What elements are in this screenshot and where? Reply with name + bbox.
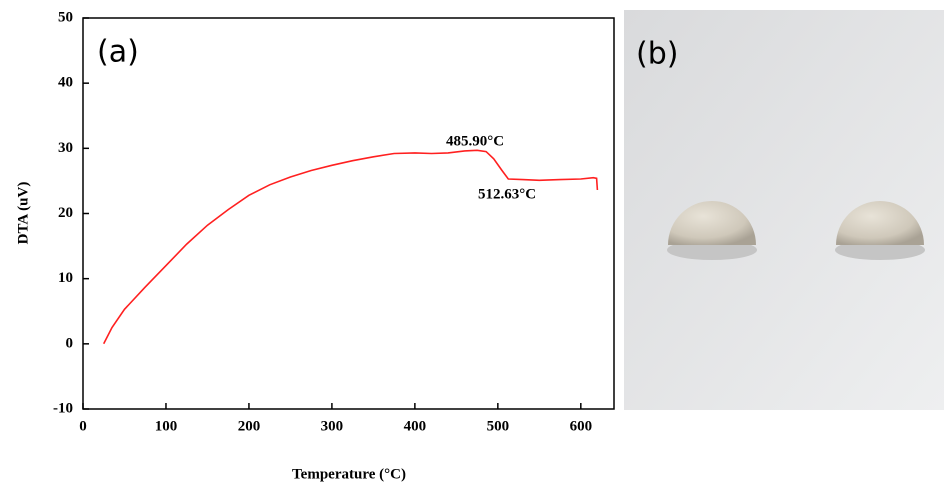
x-tick-label: 500	[487, 418, 510, 434]
y-tick-label: 0	[66, 335, 74, 351]
x-tick-label: 300	[321, 418, 344, 434]
plot-frame	[83, 18, 614, 409]
x-tick-label: 100	[155, 418, 178, 434]
y-tick-label: 10	[58, 270, 73, 286]
annotation: 512.63°C	[478, 186, 536, 202]
x-axis-label: Temperature (°C)	[292, 466, 406, 482]
y-tick-label: 20	[58, 205, 73, 221]
x-tick-label: 400	[404, 418, 427, 434]
chart: (b) (a) Temperature (°C) DTA (uV) -10 0 10…	[0, 0, 944, 485]
x-tick-label: 200	[238, 418, 261, 434]
y-tick-label: 40	[58, 75, 73, 91]
figure: (b) (a) Temperature (°C) DTA (uV) -10 0 10…	[0, 0, 944, 485]
data-line	[104, 150, 598, 343]
x-tick-label: 600	[570, 418, 593, 434]
y-tick-label: 30	[58, 140, 73, 156]
photo: (b)	[624, 10, 944, 410]
annotation: 485.90°C	[446, 133, 504, 149]
y-tick-label: 50	[58, 9, 73, 25]
panel-label: (b)	[636, 37, 678, 72]
y-axis-label: DTA (uV)	[15, 182, 31, 245]
panel-label: (a)	[97, 35, 139, 70]
y-tick-label: -10	[53, 400, 73, 416]
x-tick-label: 0	[79, 418, 87, 434]
